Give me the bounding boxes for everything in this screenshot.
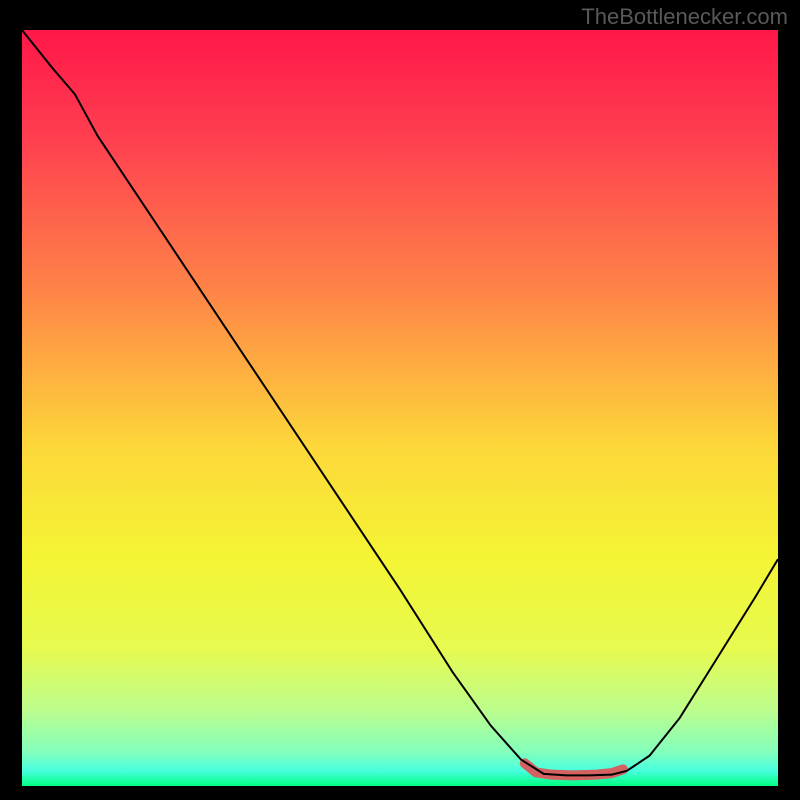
chart-background (22, 30, 778, 786)
watermark-text: TheBottlenecker.com (581, 4, 788, 30)
bottleneck-chart (22, 30, 778, 786)
